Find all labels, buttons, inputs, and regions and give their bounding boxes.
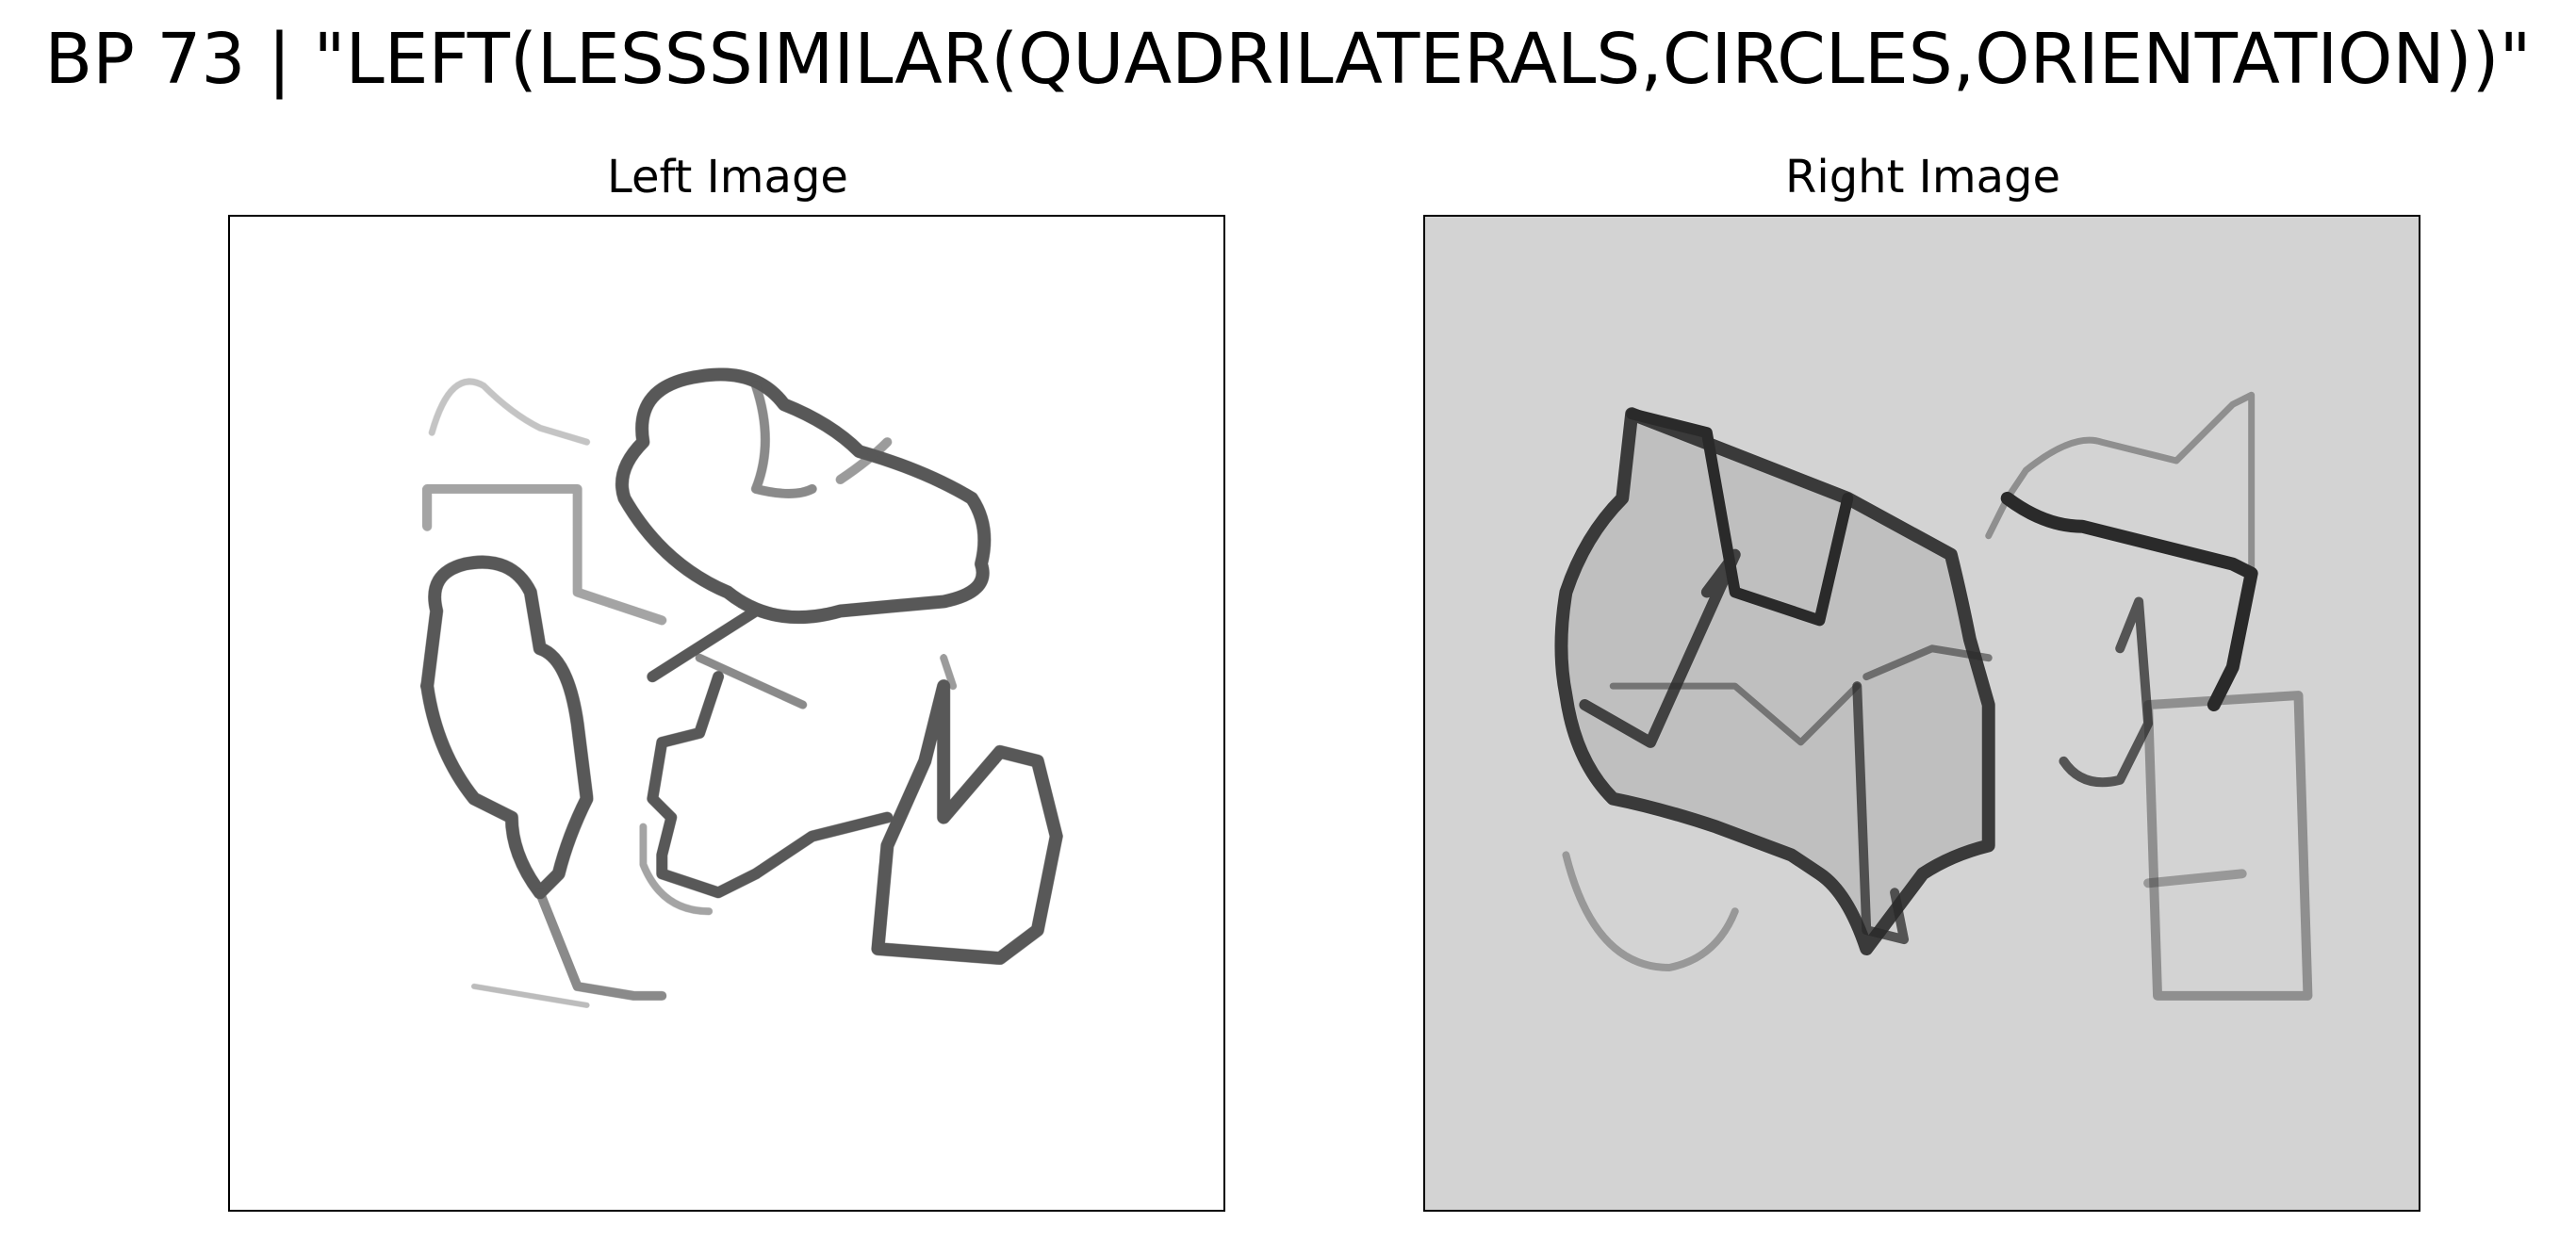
left-panel-title: Left Image <box>607 151 848 204</box>
left-image-panel <box>228 215 1225 1212</box>
right-image-panel <box>1423 215 2420 1212</box>
right-image-drawing <box>1425 217 2419 1210</box>
figure-title: BP 73 | "LEFT(LESSSIMILAR(QUADRILATERALS… <box>44 19 2532 100</box>
right-panel-title: Right Image <box>1785 151 2060 204</box>
left-image-drawing <box>420 367 1063 1008</box>
